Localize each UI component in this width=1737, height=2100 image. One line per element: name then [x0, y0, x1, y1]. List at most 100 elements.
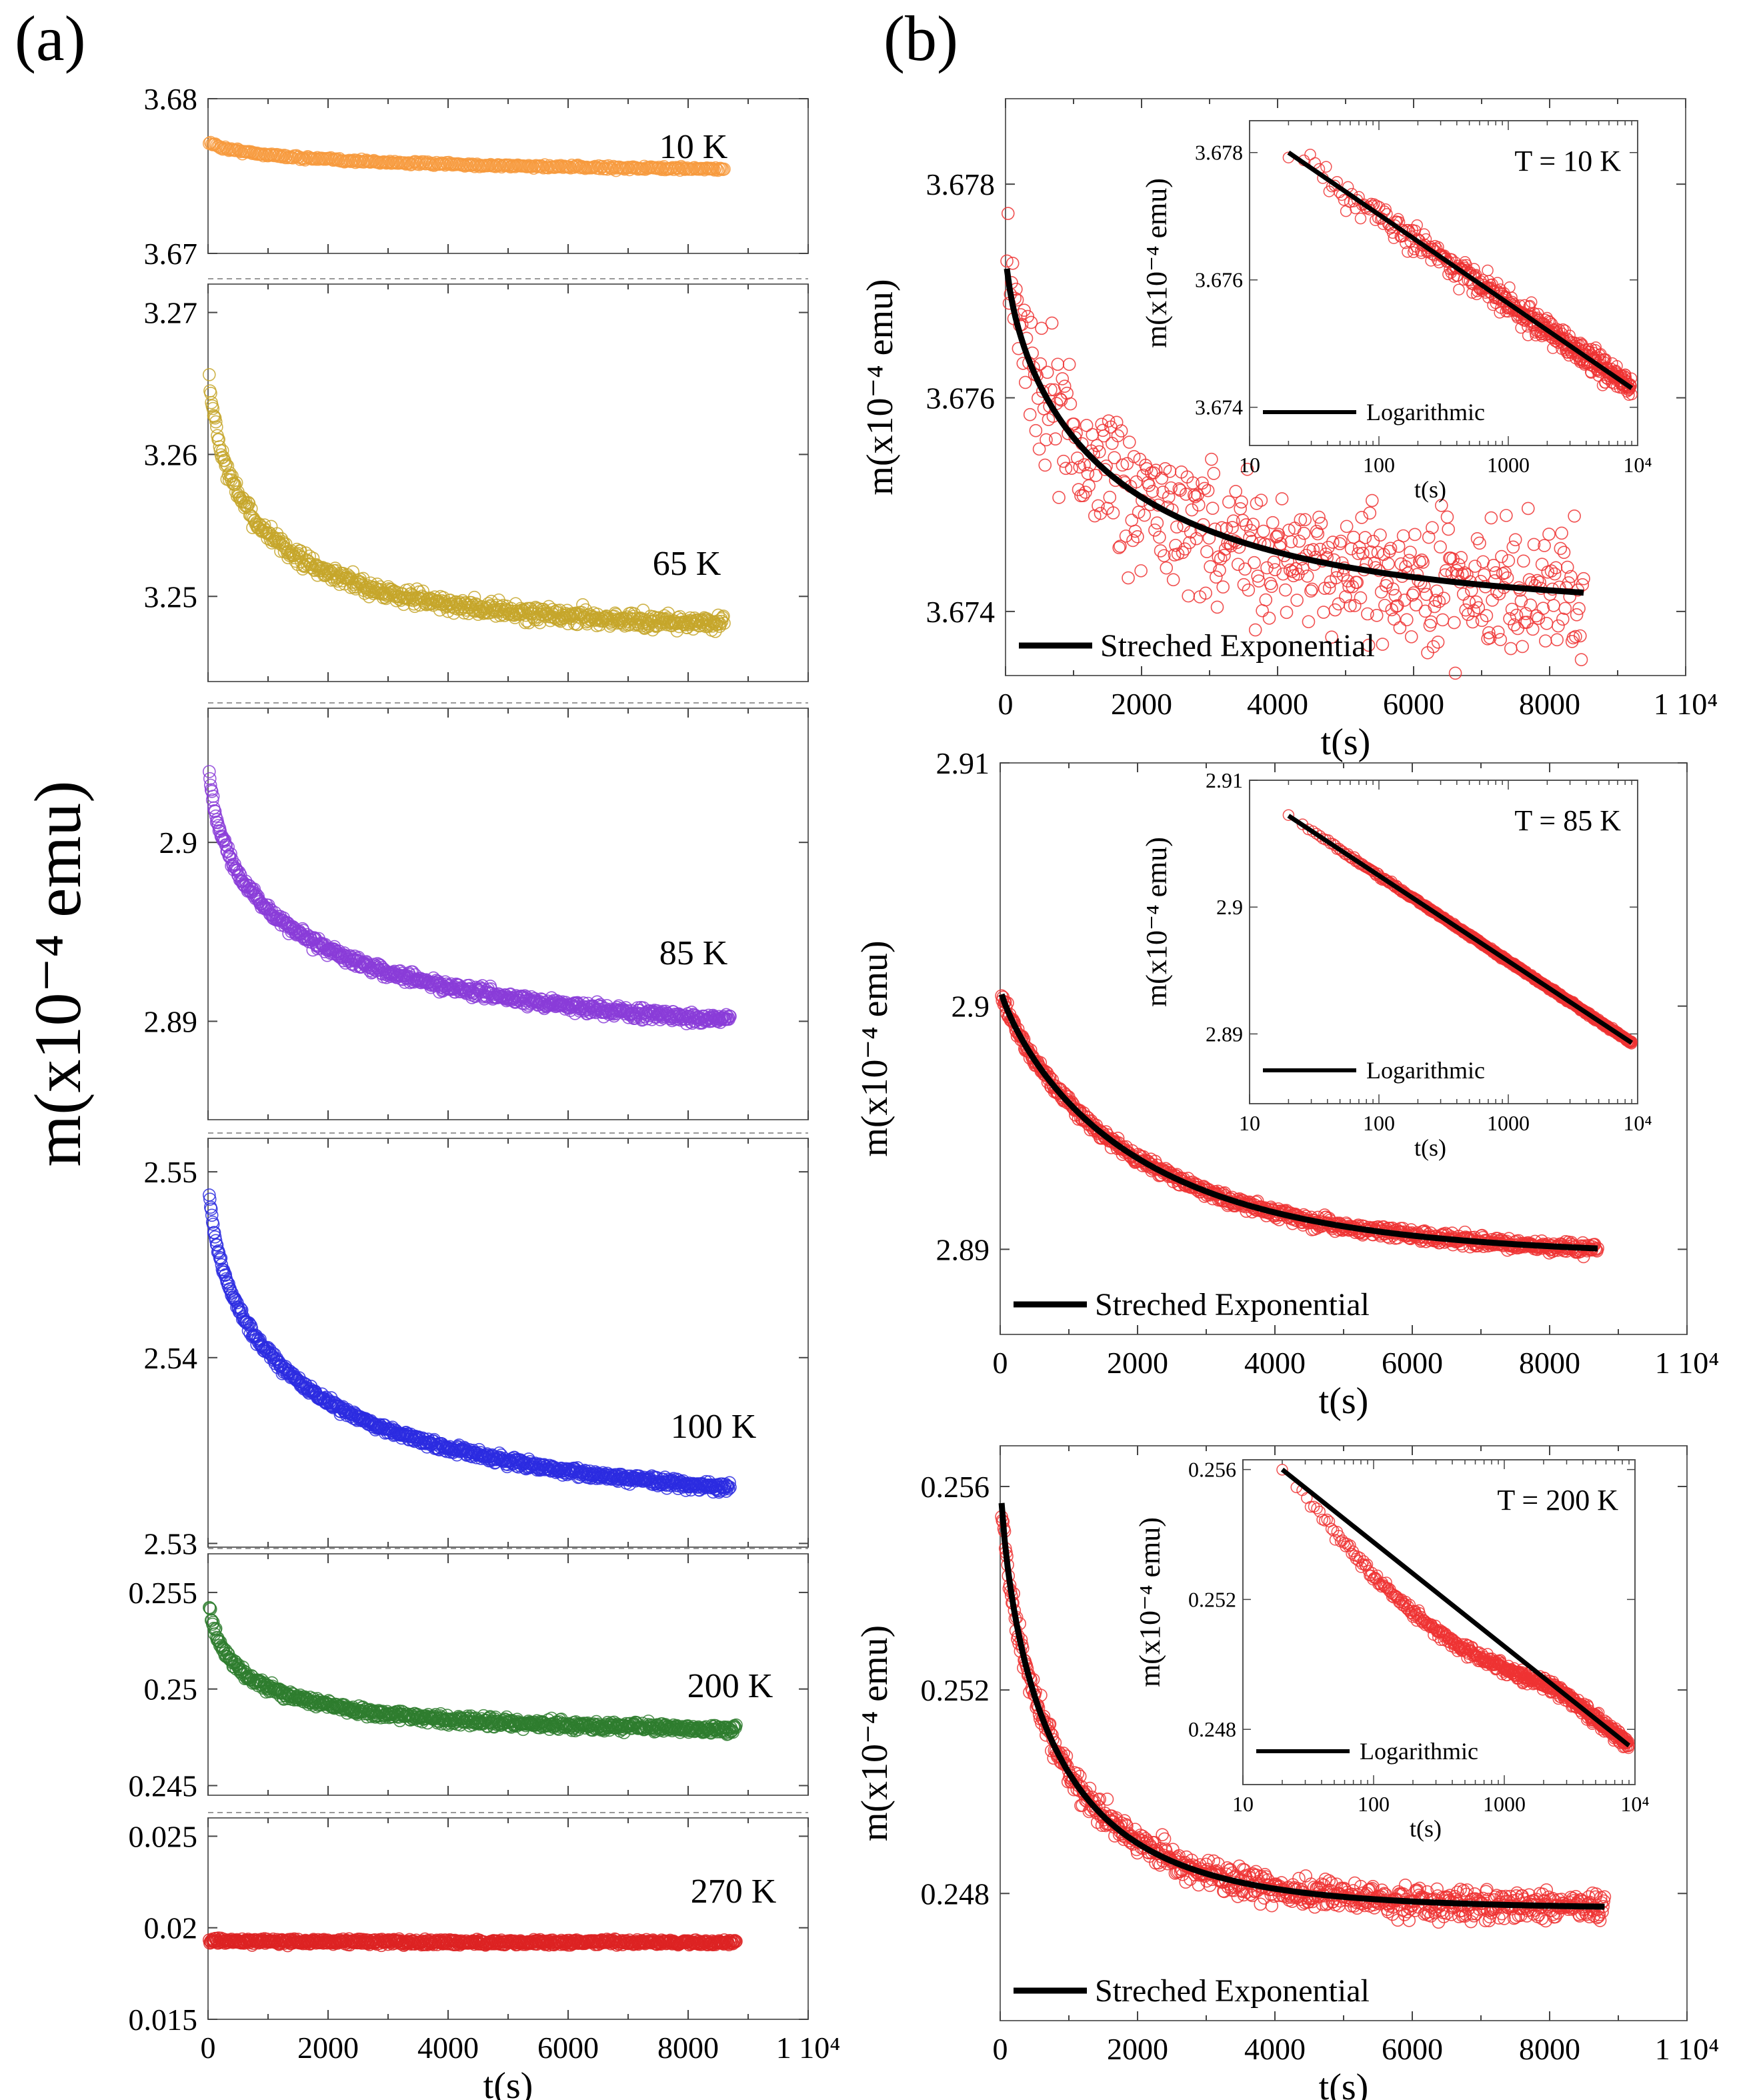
data-point — [1370, 609, 1384, 622]
data-point — [209, 137, 222, 151]
y-tick-label: 2.54 — [144, 1341, 198, 1375]
data-point — [206, 401, 220, 415]
data-point — [1257, 524, 1270, 538]
data-points — [202, 765, 737, 1030]
data-point — [1207, 467, 1221, 480]
data-point — [1242, 583, 1256, 597]
y-tick-label: 3.67 — [144, 237, 198, 271]
data-point — [298, 153, 312, 167]
x-tick-label: 8000 — [657, 2031, 719, 2065]
shared-y-axis-label: m(x10⁻⁴ emu) — [21, 780, 95, 1166]
chart-a1: 3.67 3.68 10 K — [144, 82, 809, 271]
data-point — [1150, 516, 1164, 530]
data-point — [1440, 510, 1454, 524]
x-tick-label: 4000 — [1247, 687, 1308, 721]
data-points — [202, 367, 731, 638]
y-tick-label: 3.678 — [926, 167, 996, 201]
x-tick-label: 1 10⁴ — [1654, 687, 1718, 721]
data-point — [1125, 513, 1139, 527]
data-point — [1119, 530, 1133, 543]
data-point — [1278, 583, 1292, 597]
data-point — [1070, 451, 1084, 465]
data-point — [244, 501, 258, 515]
data-point — [1290, 594, 1304, 607]
data-point — [1222, 495, 1236, 509]
x-tick-label: 4000 — [417, 2031, 479, 2065]
data-point — [202, 367, 216, 381]
y-tick-label: 0.015 — [129, 2003, 198, 2037]
data-point — [1400, 613, 1414, 627]
data-point — [1358, 531, 1372, 544]
data-point — [1404, 630, 1418, 644]
data-point — [1374, 528, 1387, 542]
data-point — [1302, 615, 1316, 629]
data-point — [1382, 557, 1395, 571]
data-point — [1475, 614, 1489, 628]
data-point — [1365, 493, 1379, 507]
data-points — [202, 1188, 737, 1499]
panel-label-a: (a) — [15, 3, 86, 74]
plot-frame — [207, 1817, 809, 2020]
data-point — [1275, 492, 1289, 505]
x-tick-label: 6000 — [537, 2031, 599, 2065]
data-point — [215, 443, 229, 457]
data-point — [1408, 528, 1422, 542]
data-point — [1163, 465, 1177, 478]
y-tick-label: 2.89 — [144, 1004, 198, 1038]
data-point — [1231, 558, 1245, 572]
data-point — [1248, 556, 1261, 570]
data-point — [1473, 536, 1486, 550]
y-tick-label: 3.27 — [144, 296, 198, 330]
data-point — [1122, 435, 1136, 449]
data-point — [1200, 545, 1214, 558]
data-point — [1057, 454, 1070, 468]
x-axis-label: t(s) — [483, 2065, 533, 2100]
data-point — [405, 157, 419, 171]
data-point — [1235, 495, 1248, 509]
data-points — [202, 1601, 743, 1741]
data-point — [1366, 535, 1380, 548]
data-point — [1354, 591, 1368, 605]
data-point — [706, 162, 720, 176]
temperature-label: 10 K — [659, 128, 728, 166]
data-point — [1045, 316, 1059, 330]
data-point — [1034, 357, 1048, 371]
data-point — [1160, 561, 1174, 575]
data-point — [204, 386, 217, 400]
data-points — [202, 135, 731, 177]
data-point — [1376, 638, 1390, 651]
x-tick-label: 1 10⁴ — [776, 2031, 841, 2065]
y-tick-label: 3.26 — [144, 437, 198, 471]
data-point — [1023, 407, 1037, 421]
data-point — [1205, 452, 1218, 466]
y-tick-label: 3.68 — [144, 82, 198, 116]
data-point — [1237, 578, 1251, 592]
data-point — [1038, 458, 1052, 472]
x-tick-label: 0 — [201, 2031, 216, 2065]
data-point — [241, 495, 255, 509]
temperature-label: 200 K — [687, 1667, 773, 1705]
data-point — [1049, 432, 1062, 445]
data-point — [1108, 451, 1122, 465]
data-point — [1256, 604, 1269, 618]
x-tick-label: 2000 — [1111, 687, 1172, 721]
data-point — [601, 159, 615, 173]
panel-label-b: (b) — [884, 3, 958, 74]
data-point — [1105, 437, 1119, 450]
data-point — [442, 155, 455, 169]
y-tick-label: 0.02 — [144, 1911, 198, 1945]
temperature-label: 100 K — [671, 1408, 757, 1446]
data-points — [202, 1931, 743, 1953]
x-tick-label: 8000 — [1519, 687, 1580, 721]
data-point — [1122, 571, 1135, 585]
y-tick-label: 0.245 — [129, 1769, 198, 1803]
data-point — [1103, 490, 1117, 504]
data-point — [1040, 365, 1054, 379]
data-point — [1166, 573, 1180, 587]
y-axis-label: m(x10⁻⁴ emu) — [859, 279, 901, 495]
temperature-label: 85 K — [659, 934, 728, 972]
